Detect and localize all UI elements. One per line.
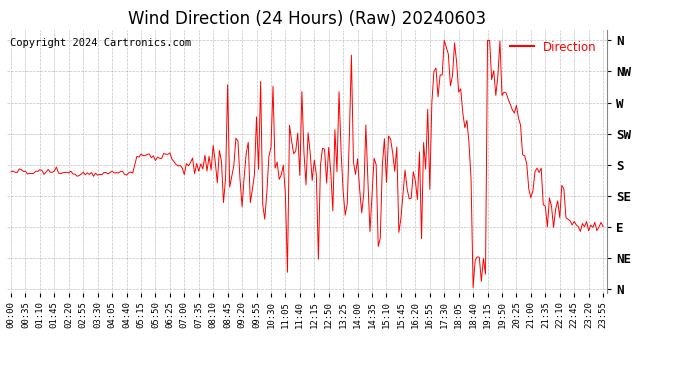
Text: Copyright 2024 Cartronics.com: Copyright 2024 Cartronics.com	[10, 38, 191, 48]
Legend: Direction: Direction	[505, 36, 601, 58]
Title: Wind Direction (24 Hours) (Raw) 20240603: Wind Direction (24 Hours) (Raw) 20240603	[128, 10, 486, 28]
